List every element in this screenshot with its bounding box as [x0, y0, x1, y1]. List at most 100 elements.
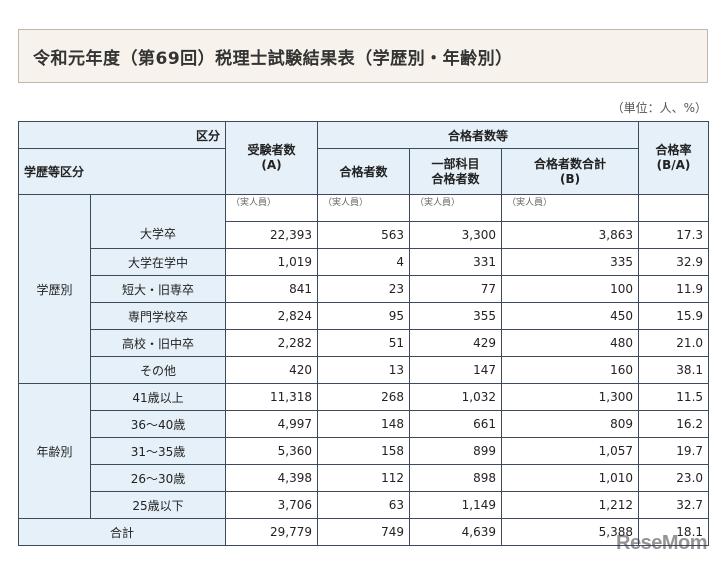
cell-a: 5,360	[225, 437, 319, 465]
note-row: 学歴別 大学卒 （実人員） （実人員） （実人員） （実人員）	[18, 194, 710, 384]
table-row: 高校・旧中卒 2,282 51 429 480 21.0	[19, 329, 710, 357]
cell-pass: 148	[317, 410, 411, 438]
note-cell: （実人員）	[409, 194, 503, 222]
row-name: 専門学校卒	[89, 302, 227, 330]
header-goukei-line2: (B)	[559, 171, 581, 186]
cell-pass: 112	[317, 464, 411, 492]
cell-rate: 17.3	[638, 221, 710, 249]
header-kubun: 区分	[17, 121, 227, 149]
total-a: 29,779	[225, 518, 319, 546]
cell-rate: 11.5	[638, 383, 710, 411]
note-cell: （実人員）	[317, 194, 411, 222]
header-ichibu-line2: 合格者数	[431, 171, 480, 186]
cell-partial: 661	[409, 410, 503, 438]
results-table: 区分 受験者数 (A) 合格者数等 合格率 (B/A) 学歴等区分 合格者数 一…	[17, 121, 710, 546]
table-row: 専門学校卒 2,824 95 355 450 15.9	[19, 302, 710, 330]
cell-pass: 23	[317, 275, 411, 303]
table-row: 25歳以下 3,706 63 1,149 1,212 32.7	[19, 491, 710, 519]
cell-rate: 23.0	[638, 464, 710, 492]
cell-total: 1,057	[501, 437, 640, 465]
cell-partial: 899	[409, 437, 503, 465]
header-ichibu: 一部科目 合格者数	[409, 148, 503, 195]
header-ichibu-line1: 一部科目	[431, 156, 480, 171]
header-goukaku-group: 合格者数等	[317, 121, 640, 149]
row-name: 36〜40歳	[89, 410, 227, 438]
row-name: 高校・旧中卒	[89, 329, 227, 357]
row-name: その他	[89, 356, 227, 384]
cell-total: 809	[501, 410, 640, 438]
row-name: 大学卒	[89, 194, 227, 249]
table-row: 短大・旧専卒 841 23 77 100 11.9	[19, 275, 710, 303]
resemom-watermark: ReseMom	[616, 532, 707, 554]
cell-rate: 32.7	[638, 491, 710, 519]
header-goukei: 合格者数合計 (B)	[501, 148, 640, 195]
cell-total: 450	[501, 302, 640, 330]
cell-a: 1,019	[225, 248, 319, 276]
cell-rate: 38.1	[638, 356, 710, 384]
cell-partial: 429	[409, 329, 503, 357]
cell-a: 4,398	[225, 464, 319, 492]
total-partial: 4,639	[409, 518, 503, 546]
note-cell: （実人員）	[225, 194, 319, 222]
cell-pass: 158	[317, 437, 411, 465]
group-label-age: 年齢別	[18, 383, 91, 519]
cell-pass: 4	[317, 248, 411, 276]
header-goukaku: 合格者数	[317, 148, 411, 195]
note-cell-empty	[638, 194, 710, 222]
unit-label: （単位：人、%）	[611, 101, 707, 115]
cell-total: 3,863	[501, 221, 640, 249]
table-row: その他 420 13 147 160 38.1	[19, 356, 710, 384]
row-name: 31〜35歳	[89, 437, 227, 465]
cell-pass: 63	[317, 491, 411, 519]
header-rate-line2: (B/A)	[656, 158, 691, 172]
row-name: 大学在学中	[89, 248, 227, 276]
cell-a: 841	[225, 275, 319, 303]
table-row: 36〜40歳 4,997 148 661 809 16.2	[19, 410, 710, 438]
cell-rate: 32.9	[638, 248, 710, 276]
header-juken-line2: (A)	[261, 158, 282, 172]
cell-a: 2,824	[225, 302, 319, 330]
cell-total: 1,010	[501, 464, 640, 492]
cell-rate: 11.9	[638, 275, 710, 303]
total-pass: 749	[317, 518, 411, 546]
total-row: 合計 29,779 749 4,639 5,388 18.1	[17, 518, 710, 546]
table-row: 大学在学中 1,019 4 331 335 32.9	[19, 248, 710, 276]
table-row: 年齢別 41歳以上 11,318 268 1,032 1,300 11.5	[18, 383, 710, 519]
cell-partial: 898	[409, 464, 503, 492]
cell-pass: 95	[317, 302, 411, 330]
cell-total: 480	[501, 329, 640, 357]
note-cell: （実人員）	[501, 194, 640, 222]
cell-partial: 355	[409, 302, 503, 330]
table-row: 31〜35歳 5,360 158 899 1,057 19.7	[19, 437, 710, 465]
header-juken: 受験者数 (A)	[225, 121, 319, 195]
header-goukei-line1: 合格者数合計	[534, 156, 607, 171]
cell-pass: 51	[317, 329, 411, 357]
cell-total: 1,212	[501, 491, 640, 519]
total-rate: 18.1	[638, 518, 710, 546]
cell-total: 1,300	[501, 383, 640, 411]
cell-pass: 13	[317, 356, 411, 384]
cell-partial: 3,300	[409, 221, 503, 249]
group-label-gakureki: 学歴別	[18, 194, 91, 384]
cell-a: 3,706	[225, 491, 319, 519]
cell-total: 160	[501, 356, 640, 384]
cell-partial: 1,032	[409, 383, 503, 411]
cell-a: 420	[225, 356, 319, 384]
table-row: 26〜30歳 4,398 112 898 1,010 23.0	[19, 464, 710, 492]
row-name: 25歳以下	[89, 491, 227, 519]
header-gakureki-kubun: 学歴等区分	[17, 148, 227, 195]
cell-pass: 563	[317, 221, 411, 249]
cell-a: 11,318	[225, 383, 319, 411]
cell-pass: 268	[317, 383, 411, 411]
cell-partial: 147	[409, 356, 503, 384]
page-title: 令和元年度（第69回）税理士試験結果表（学歴別・年齢別）	[33, 48, 513, 69]
header-juken-line1: 受験者数	[247, 143, 296, 157]
cell-total: 100	[501, 275, 640, 303]
row-name: 26〜30歳	[89, 464, 227, 492]
cell-a: 4,997	[225, 410, 319, 438]
cell-rate: 19.7	[638, 437, 710, 465]
cell-total: 335	[501, 248, 640, 276]
cell-partial: 77	[409, 275, 503, 303]
row-name: 短大・旧専卒	[89, 275, 227, 303]
title-box: 令和元年度（第69回）税理士試験結果表（学歴別・年齢別）	[18, 29, 708, 83]
